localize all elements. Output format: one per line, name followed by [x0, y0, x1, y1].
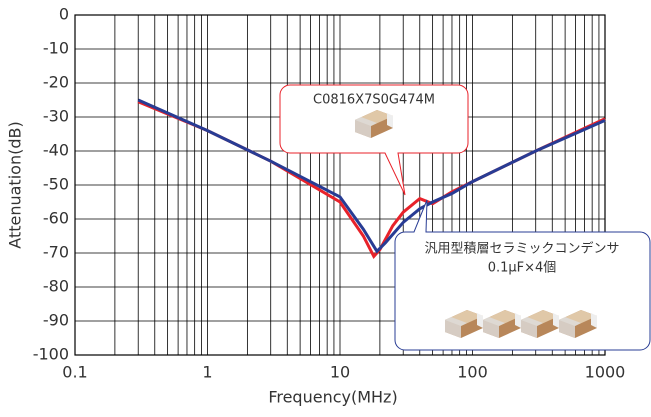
- y-tick-label: -50: [43, 175, 69, 194]
- y-tick-label: -100: [33, 345, 69, 364]
- series-label: C0816X7S0G474M: [313, 93, 435, 108]
- y-tick-label: -30: [43, 107, 69, 126]
- y-tick-label: -40: [43, 141, 69, 160]
- y-tick-label: -80: [43, 277, 69, 296]
- y-tick-label: -70: [43, 243, 69, 262]
- x-tick-label: 1: [202, 363, 212, 382]
- x-tick-label: 100: [457, 363, 488, 382]
- y-tick-label: -20: [43, 73, 69, 92]
- y-tick-label: -10: [43, 39, 69, 58]
- x-axis-label: Frequency(MHz): [268, 388, 397, 407]
- y-tick-label: -90: [43, 311, 69, 330]
- chart: Frequency(MHz) Attenuation(dB) C0816X7S0…: [0, 0, 651, 413]
- x-tick-label: 0.1: [62, 363, 87, 382]
- y-axis-label: Attenuation(dB): [6, 121, 25, 248]
- series-note: 0.1μF×4個: [488, 261, 557, 276]
- y-tick-label: -60: [43, 209, 69, 228]
- y-tick-label: 0: [59, 5, 69, 24]
- x-tick-label: 10: [330, 363, 350, 382]
- series-label: 汎用型積層セラミックコンデンサ: [424, 241, 619, 257]
- x-tick-label: 1000: [585, 363, 626, 382]
